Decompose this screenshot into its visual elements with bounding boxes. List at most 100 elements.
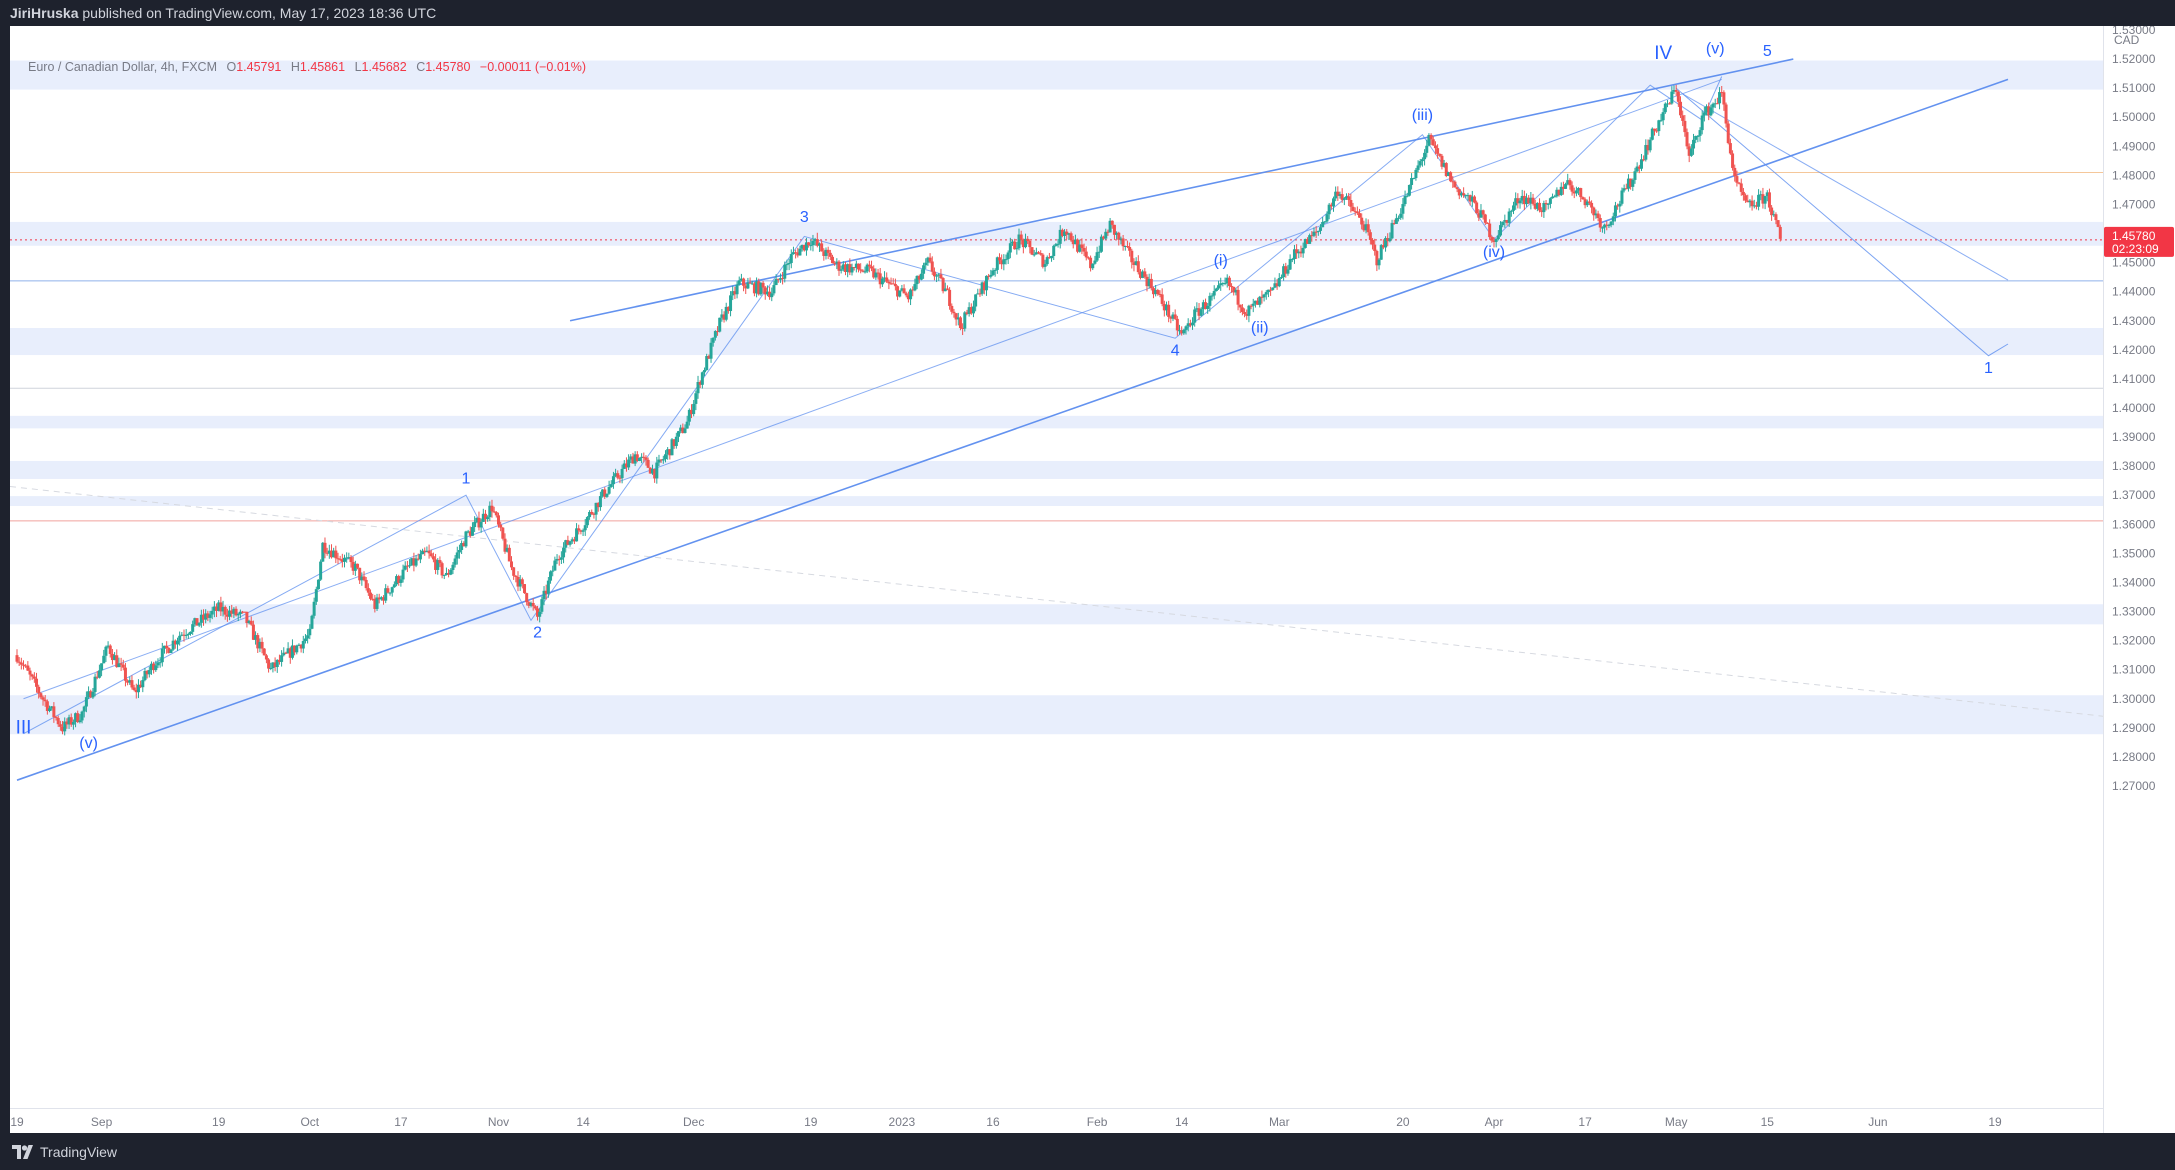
- candle-body: [1544, 203, 1548, 205]
- candle-body: [312, 601, 316, 616]
- candle-body: [794, 252, 798, 254]
- candle-body: [1384, 238, 1388, 248]
- candle-body: [512, 567, 516, 576]
- chart-pane[interactable]: III (v) 1 2 3 4 (i) (ii) (iii) (iv) IV (v) 5 1 Euro /…: [10, 26, 2103, 1133]
- candle-body: [984, 275, 988, 291]
- candle-body: [310, 615, 314, 629]
- candle-body: [1043, 264, 1047, 267]
- candle-body: [943, 288, 947, 292]
- symbol-title[interactable]: Euro / Canadian Dollar, 4h, FXCM: [28, 60, 217, 74]
- candle-body: [878, 273, 882, 285]
- candle-body: [1397, 217, 1401, 219]
- candle-body: [802, 244, 806, 251]
- candle-body: [1260, 296, 1264, 298]
- candle-body: [24, 665, 28, 667]
- candle-body: [588, 511, 592, 518]
- candle-body: [971, 306, 975, 314]
- candle-body: [1321, 221, 1325, 228]
- wave-label: (iii): [1412, 107, 1433, 124]
- candle-body: [748, 282, 752, 284]
- price-tick-label: 1.33000: [2112, 605, 2156, 619]
- candle-body: [883, 277, 887, 279]
- candle-body: [1702, 112, 1706, 116]
- candle-body: [1342, 198, 1346, 200]
- time-tick-label: Oct: [300, 1115, 319, 1129]
- candle-body: [692, 403, 696, 415]
- candle-body: [384, 588, 388, 601]
- candle-body: [681, 427, 685, 433]
- candle-body: [1217, 285, 1221, 289]
- candle-body: [371, 598, 375, 600]
- elliott-wave-path: [23, 76, 1723, 735]
- candle-body: [1045, 257, 1049, 265]
- brand-name: TradingView: [40, 1144, 118, 1160]
- candle-body: [1195, 308, 1199, 310]
- candle-body: [67, 717, 71, 725]
- candle-body: [997, 257, 1001, 261]
- publisher-name[interactable]: JiriHruska: [10, 5, 79, 21]
- candle-body: [460, 543, 464, 550]
- candle-body: [1364, 224, 1368, 231]
- candle-body: [1004, 259, 1008, 261]
- candle-body: [1470, 196, 1474, 202]
- candle-body: [1668, 103, 1672, 105]
- candle-body: [121, 664, 125, 668]
- candle-body: [1292, 249, 1296, 260]
- candle-body: [262, 648, 266, 656]
- close-value: 1.45780: [425, 60, 471, 74]
- candle-body: [807, 242, 811, 246]
- candle-body: [22, 664, 26, 666]
- candle-body: [223, 606, 227, 615]
- candle-body: [1646, 145, 1650, 151]
- candle-body: [620, 468, 624, 479]
- candle-body: [1657, 120, 1661, 132]
- candle-body: [1034, 252, 1038, 255]
- time-axis[interactable]: 19 Sep 19 Oct 17 Nov 14 Dec 19 2023 16 Feb 14 Mar 20 Ap…: [10, 1108, 2103, 1134]
- candle-body: [399, 579, 403, 583]
- candle-body: [729, 295, 733, 312]
- candle-body: [58, 724, 62, 727]
- price-tick-label: 1.47000: [2112, 197, 2156, 211]
- candle-body: [644, 457, 648, 460]
- candle-body: [1323, 221, 1327, 223]
- time-tick-label: 20: [1396, 1115, 1410, 1129]
- candle-body: [705, 356, 709, 371]
- price-axis[interactable]: CAD 1.53000 1.52000 1.51000 1.50000 1.49000 1.…: [2103, 23, 2175, 1133]
- candle-body: [1551, 196, 1555, 199]
- candle-body: [156, 662, 160, 666]
- candle-body: [1652, 128, 1656, 131]
- candle-body: [366, 588, 370, 593]
- candle-body: [887, 281, 891, 284]
- candle-body: [1095, 252, 1099, 261]
- tradingview-logo[interactable]: TradingView: [12, 1144, 117, 1160]
- candle-body: [1587, 201, 1591, 203]
- candle-body: [596, 502, 600, 508]
- candle-body: [1592, 207, 1596, 216]
- candle-body: [974, 294, 978, 307]
- candle-body: [1377, 259, 1381, 266]
- candle-body: [334, 550, 338, 559]
- candle-body: [551, 570, 555, 572]
- candle-body: [100, 663, 104, 671]
- candle-body: [1546, 203, 1550, 205]
- candle-body: [74, 713, 78, 722]
- price-tick-label: 1.41000: [2112, 372, 2156, 386]
- candle-body: [566, 540, 570, 545]
- candle-body: [119, 663, 123, 665]
- price-chart[interactable]: III (v) 1 2 3 4 (i) (ii) (iii) (iv) IV (v) 5 1: [10, 26, 2103, 1108]
- time-tick-label: 16: [986, 1115, 1000, 1129]
- time-tick-label: 14: [576, 1115, 590, 1129]
- candle-body: [130, 680, 134, 688]
- candle-body: [1123, 246, 1127, 248]
- candle-body: [238, 611, 242, 615]
- candle-body: [861, 270, 865, 272]
- time-axis-scale[interactable]: 19 Sep 19 Oct 17 Nov 14 Dec 19 2023 16 Feb 14 Mar 20 Ap…: [10, 1109, 2103, 1134]
- candle-body: [332, 550, 336, 558]
- candle-body: [1191, 322, 1195, 326]
- candle-body: [1106, 231, 1110, 233]
- candle-body: [1301, 247, 1305, 254]
- candle-body: [1184, 326, 1188, 330]
- candle-body: [110, 653, 114, 661]
- price-tick-label: 1.34000: [2112, 575, 2156, 589]
